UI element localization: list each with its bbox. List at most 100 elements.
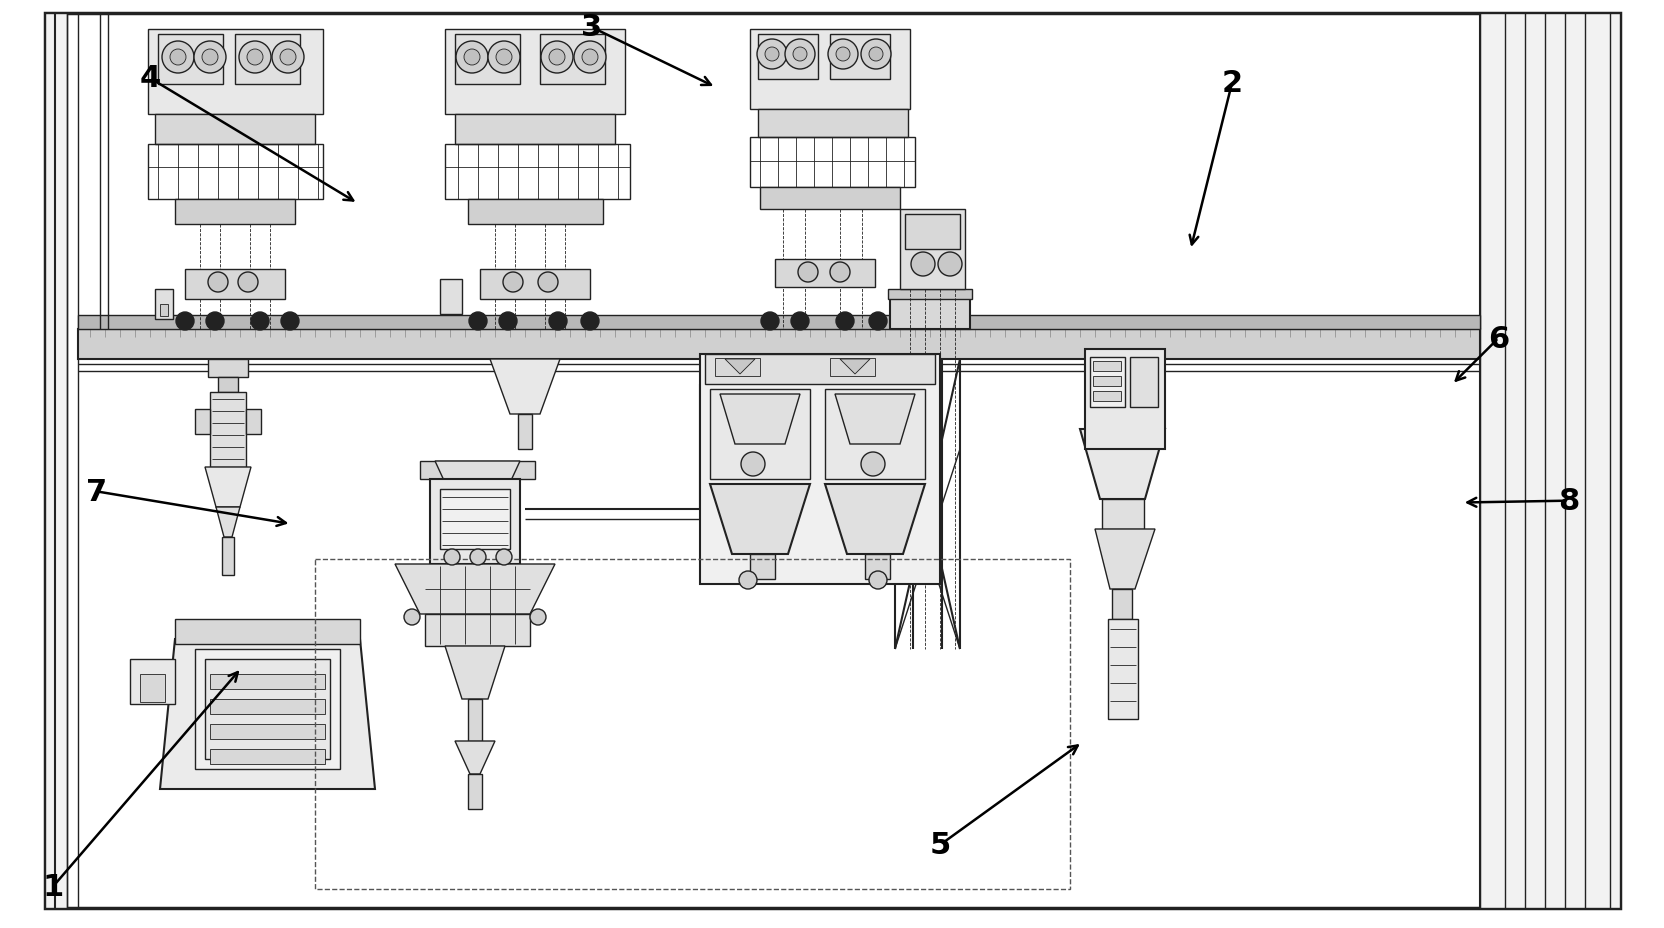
Text: 6: 6 <box>1488 324 1508 354</box>
Bar <box>749 138 915 187</box>
Circle shape <box>488 42 519 74</box>
Polygon shape <box>1095 530 1155 589</box>
Bar <box>148 145 323 200</box>
Polygon shape <box>444 646 504 699</box>
Polygon shape <box>205 468 251 508</box>
Bar <box>829 358 875 377</box>
Bar <box>757 35 817 80</box>
Circle shape <box>937 252 962 277</box>
Bar <box>221 537 235 575</box>
Bar <box>1102 499 1143 530</box>
Bar <box>155 290 173 319</box>
Polygon shape <box>719 394 799 445</box>
Bar <box>444 145 629 200</box>
Circle shape <box>246 50 263 66</box>
Circle shape <box>444 549 459 565</box>
Bar <box>314 560 1070 889</box>
Bar <box>155 115 314 145</box>
Bar <box>1130 357 1156 407</box>
Polygon shape <box>840 360 870 375</box>
Polygon shape <box>489 360 559 415</box>
Circle shape <box>581 313 599 330</box>
Bar <box>1092 377 1120 387</box>
Bar <box>158 35 223 84</box>
Bar <box>130 659 175 704</box>
Bar <box>824 390 925 480</box>
Text: 3: 3 <box>581 13 601 43</box>
Polygon shape <box>216 508 240 537</box>
Circle shape <box>529 610 546 625</box>
Circle shape <box>797 263 817 283</box>
Bar <box>210 393 246 468</box>
Circle shape <box>869 572 887 589</box>
Bar <box>829 35 890 80</box>
Polygon shape <box>1080 430 1165 499</box>
Bar <box>749 30 910 110</box>
Circle shape <box>764 48 779 62</box>
Circle shape <box>195 42 226 74</box>
Bar <box>905 214 960 250</box>
Circle shape <box>499 313 518 330</box>
Bar <box>887 290 972 300</box>
Bar <box>444 30 624 115</box>
Circle shape <box>860 40 890 70</box>
Bar <box>195 650 339 769</box>
Circle shape <box>201 50 218 66</box>
Circle shape <box>469 313 486 330</box>
Bar <box>479 270 589 300</box>
Bar <box>774 260 875 288</box>
Circle shape <box>404 610 419 625</box>
Circle shape <box>541 42 572 74</box>
Bar <box>78 316 1479 329</box>
Bar <box>900 210 965 290</box>
Bar <box>709 390 809 480</box>
Circle shape <box>827 40 857 70</box>
Bar <box>78 329 1479 360</box>
Circle shape <box>537 273 557 292</box>
Circle shape <box>792 48 807 62</box>
Bar <box>704 354 935 384</box>
Circle shape <box>496 549 513 565</box>
Bar <box>210 675 324 690</box>
Circle shape <box>240 42 271 74</box>
Bar <box>439 279 461 315</box>
Circle shape <box>161 42 195 74</box>
Bar <box>175 619 359 644</box>
Bar <box>1112 589 1132 619</box>
Bar <box>714 358 759 377</box>
Circle shape <box>757 40 787 70</box>
Circle shape <box>456 42 488 74</box>
Text: 8: 8 <box>1558 486 1577 516</box>
Polygon shape <box>824 484 925 554</box>
Circle shape <box>176 313 195 330</box>
Bar <box>246 409 261 434</box>
Circle shape <box>464 50 479 66</box>
Circle shape <box>790 313 809 330</box>
Polygon shape <box>835 394 915 445</box>
Bar <box>175 200 295 225</box>
Bar <box>185 270 285 300</box>
Bar <box>205 659 329 759</box>
Bar <box>160 304 168 316</box>
Circle shape <box>582 50 597 66</box>
Bar <box>539 35 604 84</box>
Bar <box>699 354 940 585</box>
Bar <box>454 115 614 145</box>
Circle shape <box>271 42 305 74</box>
Polygon shape <box>394 564 554 614</box>
Bar <box>749 554 774 579</box>
Polygon shape <box>724 360 754 375</box>
Circle shape <box>469 549 486 565</box>
Bar <box>195 409 210 434</box>
Bar <box>439 489 509 549</box>
Bar <box>210 699 324 715</box>
Circle shape <box>503 273 522 292</box>
Bar <box>1092 392 1120 402</box>
Bar <box>1107 619 1137 719</box>
Circle shape <box>208 273 228 292</box>
Text: 1: 1 <box>43 871 63 901</box>
Bar <box>1092 362 1120 371</box>
Circle shape <box>740 453 764 476</box>
Circle shape <box>760 313 779 330</box>
Text: 2: 2 <box>1221 69 1241 98</box>
